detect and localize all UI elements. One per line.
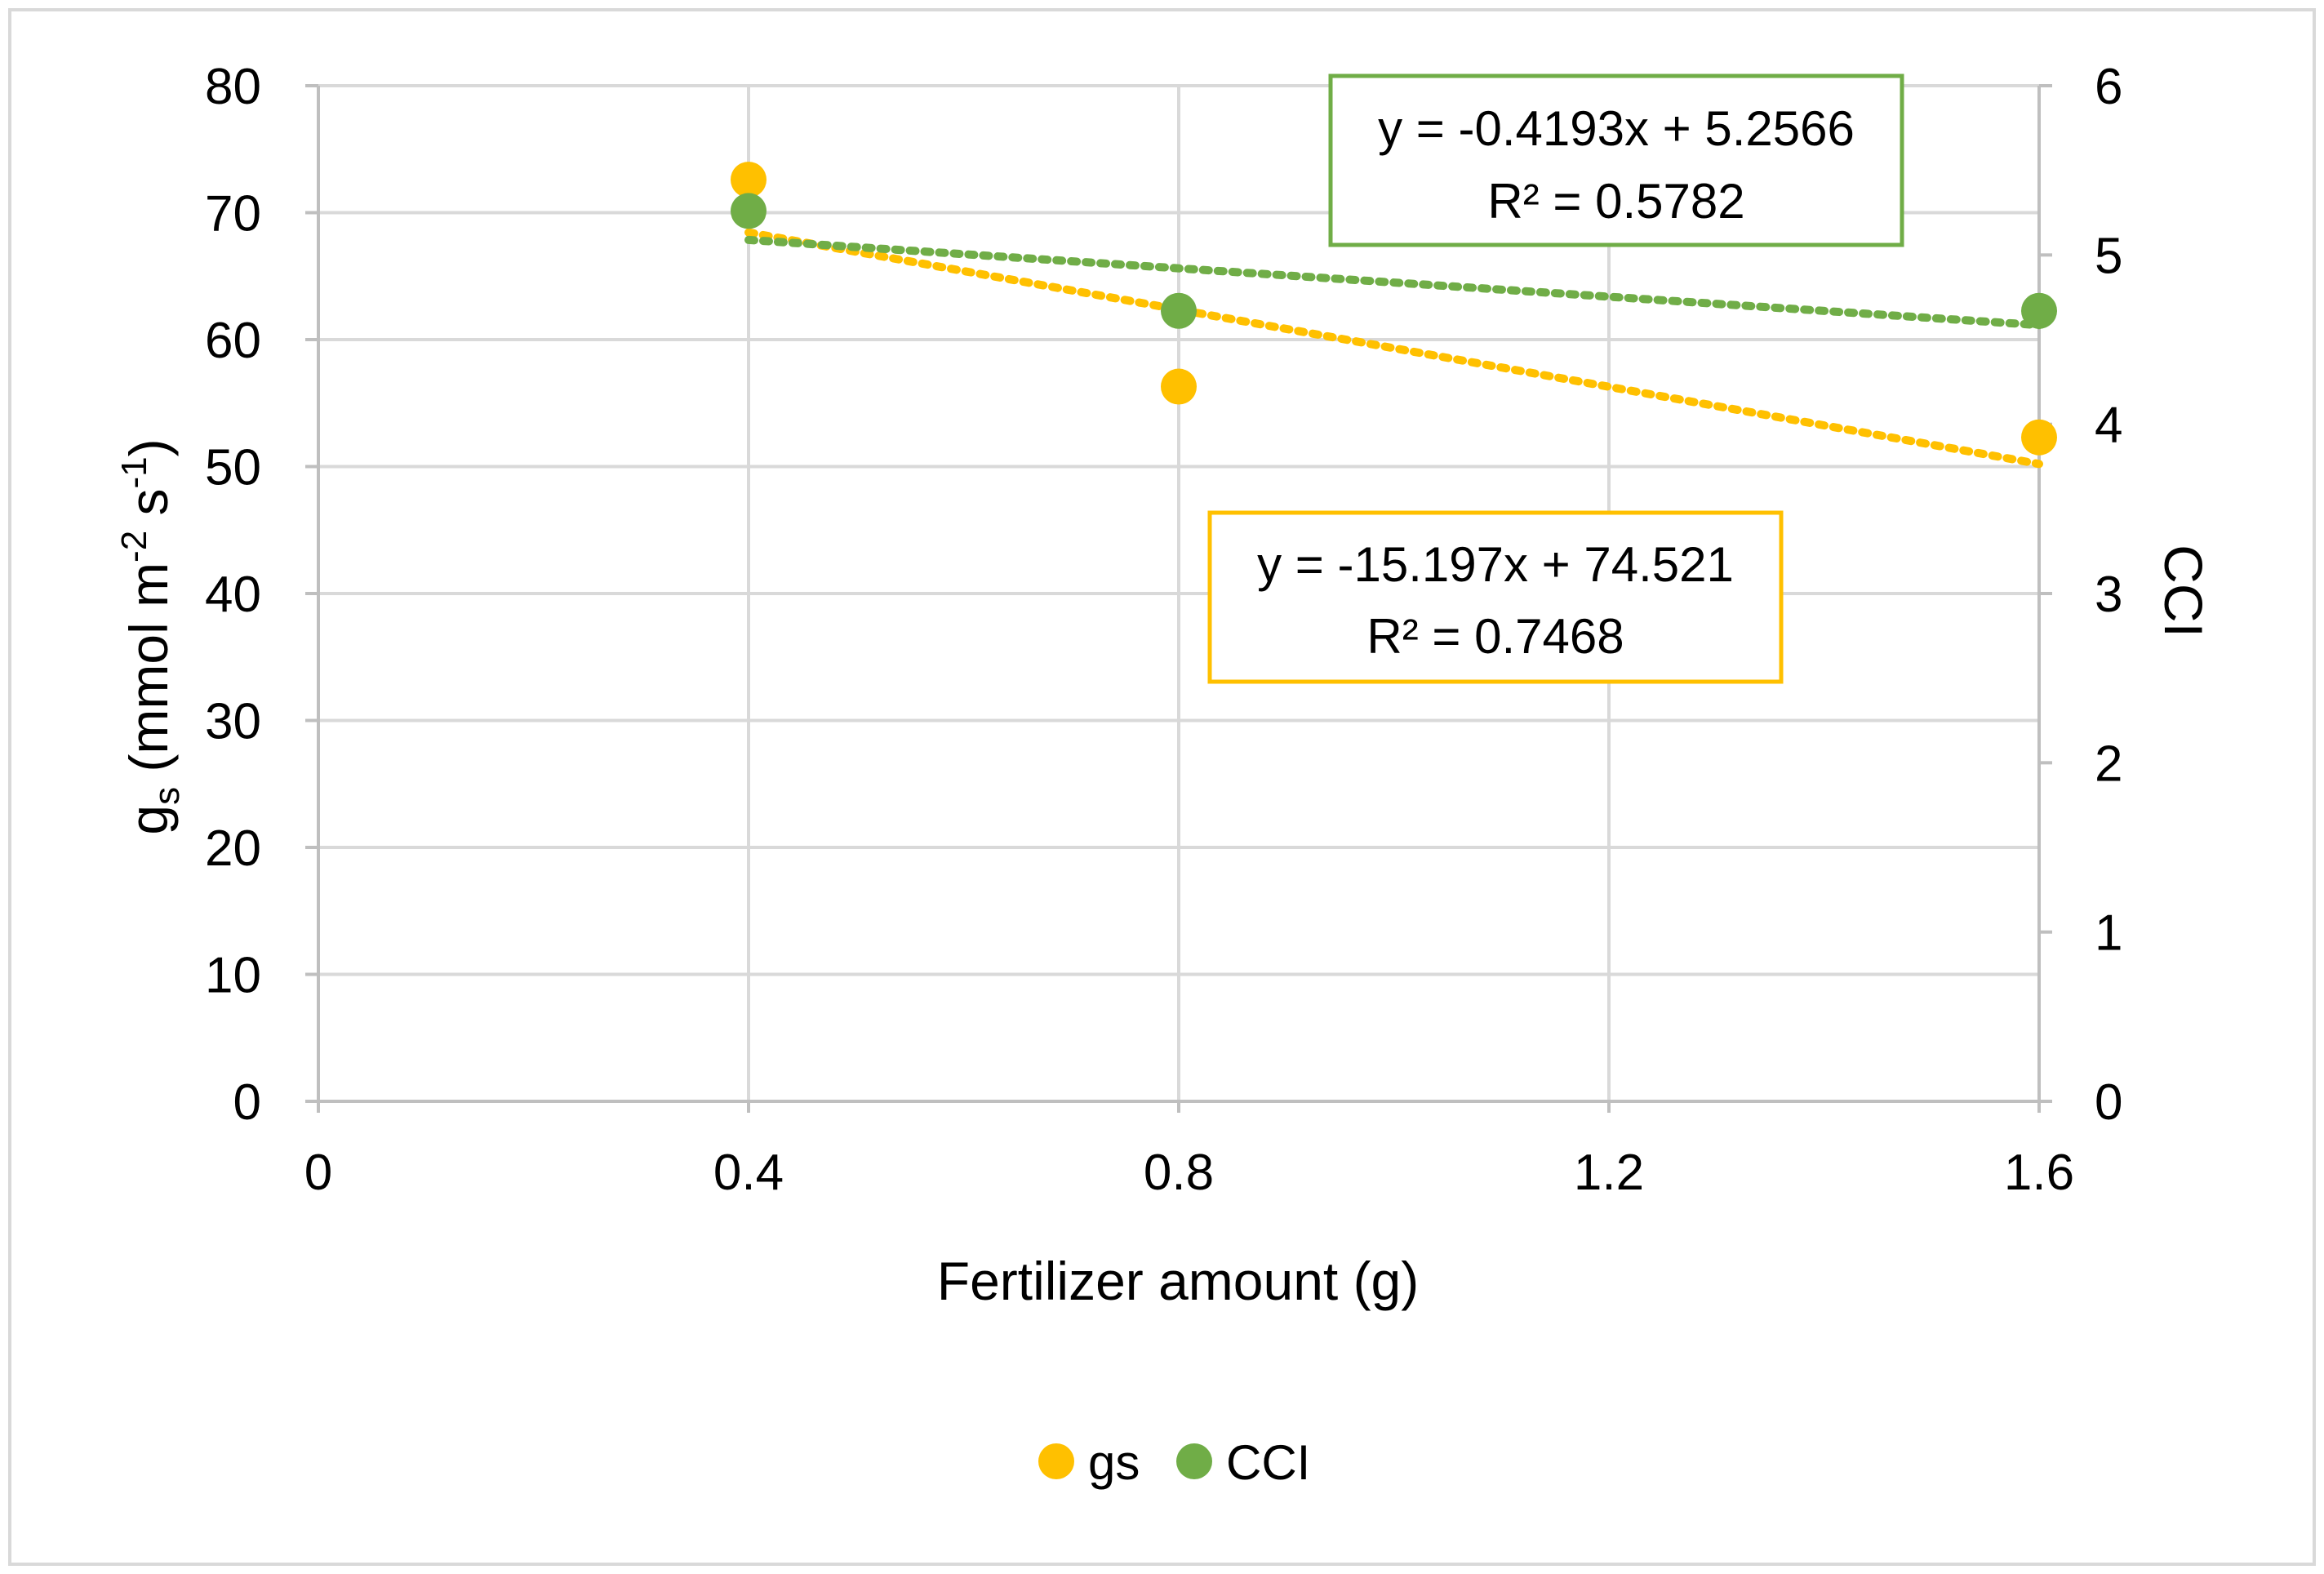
legend-marker-cci [1176, 1443, 1212, 1479]
gs-r-squared: R² = 0.7468 [1366, 609, 1624, 664]
cci-r-squared: R² = 0.5782 [1487, 174, 1744, 229]
cci-equation: y = -0.4193x + 5.2566 [1378, 101, 1855, 156]
x-axis-tick-label: 1.2 [1574, 1145, 1644, 1201]
y-axis-left-tick-label: 80 [205, 59, 261, 115]
y-axis-right-tick-label: 1 [2095, 905, 2122, 962]
x-axis-title: Fertilizer amount (g) [937, 1251, 1420, 1311]
y-axis-right-title: CCI [2153, 545, 2214, 638]
trendlines [744, 228, 2043, 469]
y-axis-left-title-mid: s [118, 488, 179, 530]
cci-equation-border [1328, 73, 1904, 247]
cci-equation-box: y = -0.4193x + 5.2566 R² = 0.5782 [1328, 73, 1904, 247]
x-axis-tick-label: 0.4 [713, 1145, 784, 1201]
chart-frame [8, 8, 2316, 1566]
y-axis-left-title-sup1: -2 [114, 531, 154, 562]
gs-equation-border [1207, 510, 1784, 684]
x-axis-tick-label: 0.8 [1144, 1145, 1214, 1201]
y-axis-left-tick-label: 40 [205, 567, 261, 623]
y-axis-left-title: gs (mmol m-2 s-1) [114, 438, 187, 834]
y-axis-right-tick-label: 2 [2095, 736, 2122, 792]
point-gs [1161, 368, 1197, 405]
legend: gs CCI [1038, 1435, 1310, 1490]
y-axis-right-tick-label: 0 [2095, 1074, 2122, 1131]
y-axis-left-tick-label: 70 [205, 186, 261, 242]
x-axis-tick-label: 1.6 [2004, 1145, 2074, 1201]
legend-label-cci: CCI [1226, 1435, 1310, 1490]
legend-label-gs: gs [1088, 1435, 1140, 1490]
y-axis-left-tick-label: 30 [205, 694, 261, 750]
point-cci [1161, 292, 1197, 329]
y-axis-left-tick-label: 50 [205, 440, 261, 496]
y-axis-right-tick-label: 3 [2095, 567, 2122, 623]
gs-equation: y = -15.197x + 74.521 [1257, 537, 1734, 592]
data-points [731, 162, 2057, 456]
point-gs [731, 162, 767, 198]
y-axis-left-title-sup2: -1 [114, 456, 154, 488]
y-axis-left-tick-label: 20 [205, 820, 261, 877]
y-axis-right-tick-label: 5 [2095, 228, 2122, 284]
y-axis-left-tick-label: 0 [233, 1074, 261, 1131]
y-axis-right-tick-label: 6 [2095, 59, 2122, 115]
trendline-cci [744, 235, 2043, 330]
x-axis-tick-label: 0 [304, 1145, 332, 1201]
point-cci [2021, 292, 2057, 329]
trendline-gs [744, 228, 2043, 469]
y-axis-left-title-sub: s [147, 787, 187, 805]
y-axis-left-title-main: g [118, 805, 179, 835]
legend-marker-gs [1038, 1443, 1074, 1479]
y-axis-right-tick-label: 4 [2095, 398, 2122, 454]
point-cci [731, 193, 767, 229]
y-axis-left-title-unit: (mmol m [118, 562, 179, 787]
y-axis-left-tick-label: 10 [205, 948, 261, 1004]
axes [305, 84, 2052, 1113]
y-axis-left-title-close: ) [118, 438, 179, 456]
point-gs [2021, 419, 2057, 456]
y-axis-left-tick-label: 60 [205, 313, 261, 369]
gs-equation-box: y = -15.197x + 74.521 R² = 0.7468 [1207, 510, 1784, 684]
